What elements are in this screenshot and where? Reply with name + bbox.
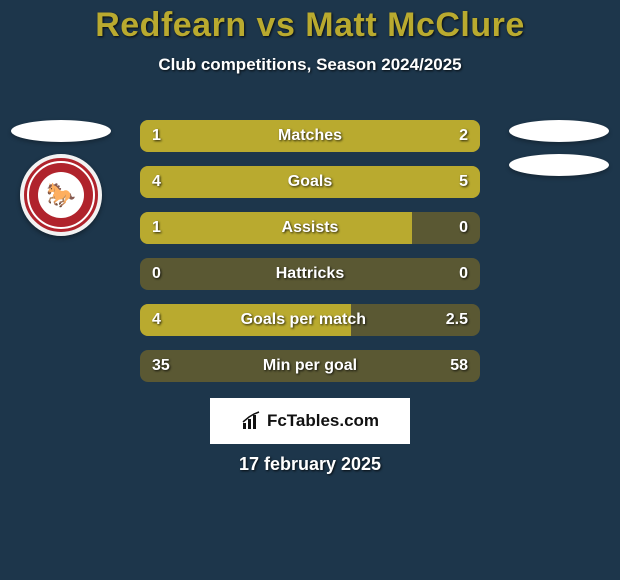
watermark: FcTables.com [210, 398, 410, 444]
watermark-text: FcTables.com [267, 411, 379, 431]
stat-row: 4Goals5 [140, 166, 480, 198]
stat-label: Hattricks [161, 265, 459, 283]
stat-row: 1Assists0 [140, 212, 480, 244]
stat-value-left: 0 [152, 265, 161, 283]
stat-label: Matches [161, 127, 459, 145]
stat-label: Goals [161, 173, 459, 191]
stat-value-left: 1 [152, 127, 161, 145]
stat-label: Assists [161, 219, 459, 237]
team-logo-right-2 [509, 154, 609, 176]
page-title: Redfearn vs Matt McClure [0, 6, 620, 45]
stat-value-right: 2.5 [446, 311, 468, 329]
club-badge-left: 🐎 [20, 154, 102, 236]
stat-label: Goals per match [161, 311, 446, 329]
stat-value-left: 4 [152, 311, 161, 329]
team-logo-left-1 [11, 120, 111, 142]
date-line: 17 february 2025 [0, 454, 620, 475]
stat-value-right: 58 [450, 357, 468, 375]
stat-row: 0Hattricks0 [140, 258, 480, 290]
stats-table: 1Matches24Goals51Assists00Hattricks04Goa… [140, 120, 480, 382]
stat-label: Min per goal [170, 357, 450, 375]
stat-row: 4Goals per match2.5 [140, 304, 480, 336]
stat-value-left: 1 [152, 219, 161, 237]
stat-value-right: 2 [459, 127, 468, 145]
stat-value-left: 4 [152, 173, 161, 191]
team-logo-right-1 [509, 120, 609, 142]
chart-icon [241, 411, 261, 431]
left-player-column: 🐎 [6, 120, 116, 236]
stat-value-right: 0 [459, 265, 468, 283]
stat-value-left: 35 [152, 357, 170, 375]
comparison-card: Redfearn vs Matt McClure Club competitio… [0, 0, 620, 580]
stat-row: 1Matches2 [140, 120, 480, 152]
stat-row: 35Min per goal58 [140, 350, 480, 382]
stat-value-right: 0 [459, 219, 468, 237]
subtitle: Club competitions, Season 2024/2025 [0, 55, 620, 75]
stat-value-right: 5 [459, 173, 468, 191]
right-player-column [504, 120, 614, 176]
